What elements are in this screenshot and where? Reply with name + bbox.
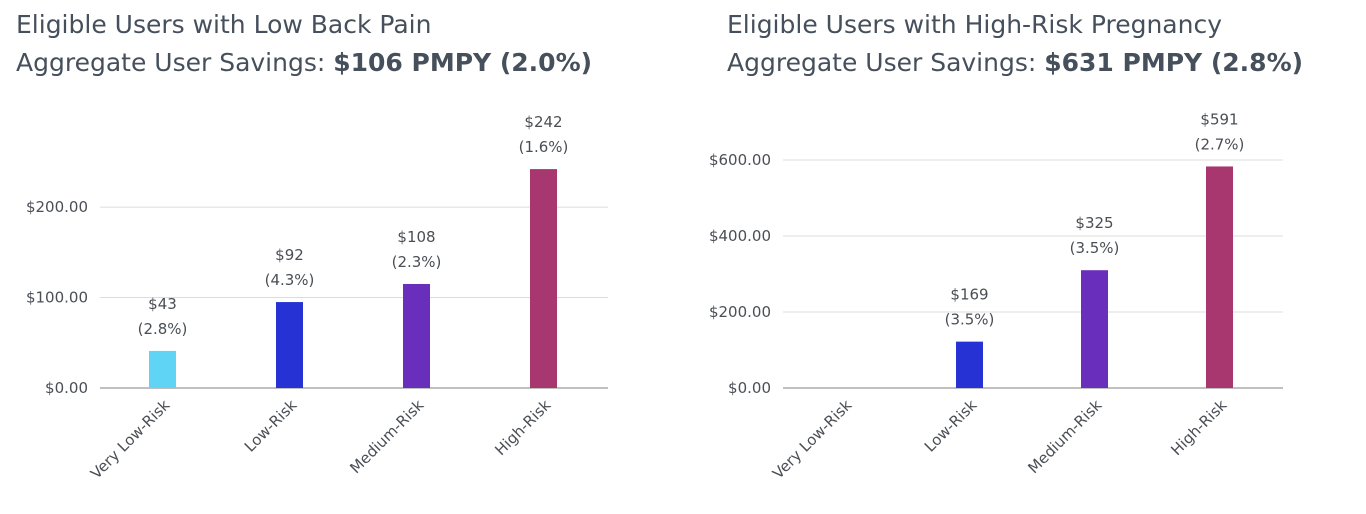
x-tick-label: High-Risk bbox=[491, 396, 554, 459]
subtitle-line: Aggregate User Savings: $631 PMPY (2.8%) bbox=[727, 44, 1303, 82]
data-label-percent: (3.5%) bbox=[1070, 239, 1120, 257]
bar-medium-risk bbox=[403, 283, 430, 388]
low-back-pain-bar-chart: $0.00 $100.00 $200.00 $43 (2.8%) Very Low-Ris… bbox=[26, 113, 608, 483]
data-label-percent: (4.3%) bbox=[265, 271, 315, 289]
y-tick-label: $100.00 bbox=[26, 289, 88, 307]
chart-title: Eligible Users with Low Back Pain Aggreg… bbox=[16, 6, 592, 82]
bar-low-risk bbox=[276, 302, 303, 388]
bar-high-risk bbox=[530, 169, 557, 388]
y-tick-label: $200.00 bbox=[26, 198, 88, 216]
data-label-value: $242 bbox=[524, 113, 562, 131]
high-risk-pregnancy-bar-chart: $0.00 $200.00 $400.00 $600.00 Very Low-Risk $… bbox=[709, 110, 1283, 483]
x-tick-label: Medium-Risk bbox=[346, 396, 427, 477]
bar-very-low-risk bbox=[149, 350, 176, 388]
data-label-value: $169 bbox=[950, 286, 988, 304]
data-label-value: $325 bbox=[1075, 214, 1113, 232]
low-back-pain-panel: Eligible Users with Low Back Pain Aggreg… bbox=[16, 6, 608, 483]
y-tick-label: $0.00 bbox=[45, 379, 88, 397]
data-label-value: $43 bbox=[148, 295, 177, 313]
title-line: Eligible Users with High-Risk Pregnancy bbox=[727, 10, 1222, 39]
x-tick-label: Low-Risk bbox=[241, 396, 301, 456]
data-label-value: $92 bbox=[275, 246, 304, 264]
subtitle-prefix: Aggregate User Savings: bbox=[727, 48, 1045, 77]
x-tick-label: High-Risk bbox=[1167, 396, 1230, 459]
bar-high-risk bbox=[1206, 166, 1233, 388]
data-label-value: $108 bbox=[397, 228, 435, 246]
x-tick-label: Very Low-Risk bbox=[769, 396, 856, 483]
title-line: Eligible Users with Low Back Pain bbox=[16, 10, 432, 39]
bar-low-risk bbox=[956, 341, 983, 388]
y-tick-label: $200.00 bbox=[709, 303, 771, 321]
data-label-value: $591 bbox=[1200, 110, 1238, 128]
subtitle-prefix: Aggregate User Savings: bbox=[16, 48, 334, 77]
subtitle-value: $631 PMPY (2.8%) bbox=[1044, 48, 1304, 77]
data-label-percent: (1.6%) bbox=[519, 138, 569, 156]
chart-title: Eligible Users with High-Risk Pregnancy … bbox=[727, 6, 1303, 82]
x-tick-label: Very Low-Risk bbox=[87, 396, 174, 483]
data-label-percent: (2.3%) bbox=[392, 253, 442, 271]
y-tick-label: $0.00 bbox=[728, 379, 771, 397]
y-tick-label: $600.00 bbox=[709, 151, 771, 169]
y-tick-label: $400.00 bbox=[709, 227, 771, 245]
data-label-percent: (3.5%) bbox=[945, 311, 995, 329]
data-label-percent: (2.8%) bbox=[138, 320, 188, 338]
subtitle-line: Aggregate User Savings: $106 PMPY (2.0%) bbox=[16, 44, 592, 82]
data-label-percent: (2.7%) bbox=[1195, 135, 1245, 153]
x-tick-label: Medium-Risk bbox=[1024, 396, 1105, 477]
high-risk-pregnancy-panel: Eligible Users with High-Risk Pregnancy … bbox=[683, 0, 1366, 514]
bar-medium-risk bbox=[1081, 270, 1108, 388]
subtitle-value: $106 PMPY (2.0%) bbox=[333, 48, 593, 77]
x-tick-label: Low-Risk bbox=[921, 396, 981, 456]
